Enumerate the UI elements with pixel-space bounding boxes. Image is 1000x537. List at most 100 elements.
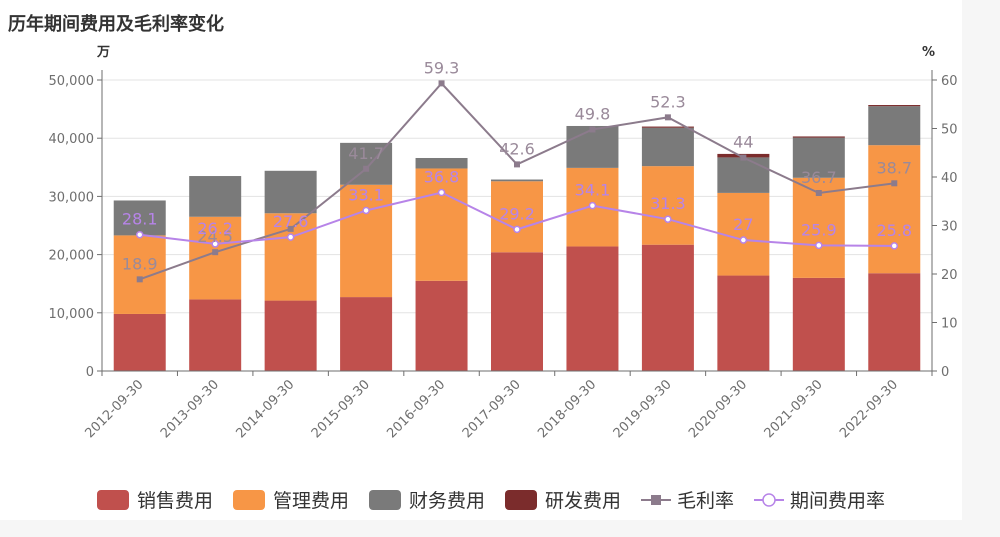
series-point xyxy=(588,201,597,210)
legend-label: 研发费用 xyxy=(545,490,621,512)
label-layer: 18.9 24.5 41.7 59.3 42.6 49.8 52.3 44 36.7 38.7 28… xyxy=(122,58,912,273)
data-label: 36.8 xyxy=(424,168,460,187)
bar-segment xyxy=(868,145,921,274)
bar-segment xyxy=(566,246,619,371)
series-point xyxy=(287,225,294,232)
data-label: 49.8 xyxy=(575,104,611,123)
bar-segment xyxy=(717,157,770,193)
x-axis-tick-label: 2016-09-30 xyxy=(384,377,448,441)
series-point xyxy=(890,242,899,250)
x-axis-tick-label: 2013-09-30 xyxy=(158,377,222,441)
bar-segment xyxy=(868,106,921,146)
series-point xyxy=(363,165,370,172)
series-point xyxy=(211,240,219,248)
bar-segment xyxy=(641,244,694,371)
data-label: 36.7 xyxy=(801,168,837,187)
right-axis-tick-label: 20 xyxy=(941,268,958,283)
series-point xyxy=(136,276,143,283)
data-label: 44 xyxy=(733,133,753,152)
left-axis-tick-label: 50,000 xyxy=(49,74,95,89)
series-point xyxy=(664,114,671,121)
right-unit-label: % xyxy=(922,45,935,60)
bar-segment xyxy=(491,252,543,371)
data-label: 42.6 xyxy=(499,139,535,158)
series-point xyxy=(513,225,521,234)
bar-segment xyxy=(340,297,393,371)
data-label: 25.9 xyxy=(801,220,837,239)
series-point xyxy=(514,161,520,168)
legend-swatch xyxy=(505,490,537,510)
bar-segment xyxy=(415,280,468,371)
x-axis-tick-label: 2014-09-30 xyxy=(233,377,297,441)
bar-segment xyxy=(641,166,694,245)
bar-segment xyxy=(717,275,770,371)
series-point xyxy=(589,126,596,133)
legend-swatch xyxy=(233,490,265,510)
left-axis-tick-label: 40,000 xyxy=(49,132,95,147)
data-label: 38.7 xyxy=(876,158,912,177)
legend-swatch xyxy=(369,490,401,510)
left-axis-tick-label: 0 xyxy=(86,365,94,380)
x-axis-tick-label: 2019-09-30 xyxy=(611,377,675,441)
data-label: 18.9 xyxy=(122,254,158,273)
legend-label: 管理费用 xyxy=(273,490,349,512)
bar-segment xyxy=(868,273,921,371)
line-layer xyxy=(135,80,899,283)
bar-segment xyxy=(792,137,845,178)
series-point xyxy=(815,190,822,197)
bar-segment xyxy=(641,127,694,167)
series-point xyxy=(739,236,748,244)
x-axis-tick-label: 2020-09-30 xyxy=(686,377,750,441)
bar-segment xyxy=(641,126,694,128)
series-point xyxy=(438,80,445,87)
data-label: 26.2 xyxy=(197,219,233,238)
bar-segment xyxy=(113,235,166,314)
x-axis-tick-label: 2017-09-30 xyxy=(460,377,524,441)
x-axis-tick-label: 2012-09-30 xyxy=(83,377,147,441)
bar-segment xyxy=(415,157,468,169)
right-axis-tick-label: 50 xyxy=(941,123,958,138)
bar-segment xyxy=(491,181,543,253)
x-axis-tick-label: 2018-09-30 xyxy=(535,377,599,441)
bar-segment xyxy=(792,136,845,138)
x-axis-tick-label: 2021-09-30 xyxy=(762,377,826,441)
series-point xyxy=(135,230,144,239)
bar-segment xyxy=(189,176,242,217)
data-label: 31.3 xyxy=(650,194,686,213)
legend-label: 销售费用 xyxy=(137,490,213,512)
series-point xyxy=(212,249,219,256)
data-label: 59.3 xyxy=(424,58,460,77)
bar-segment xyxy=(792,277,845,371)
legend-swatch xyxy=(97,490,129,510)
right-axis-tick-label: 10 xyxy=(941,317,958,332)
bar-segment xyxy=(264,300,317,371)
chart-title: 历年期间费用及毛利率变化 xyxy=(8,13,224,35)
right-axis-tick-label: 30 xyxy=(941,220,958,235)
series-point xyxy=(891,180,898,187)
left-axis-tick-label: 10,000 xyxy=(49,307,95,322)
bar-segment xyxy=(113,313,166,371)
bar-segment xyxy=(340,184,393,298)
series-point xyxy=(362,206,370,215)
data-label: 28.1 xyxy=(122,210,158,229)
right-axis-tick-label: 0 xyxy=(941,365,949,380)
x-axis-tick-label: 2015-09-30 xyxy=(309,377,373,441)
series-point xyxy=(664,215,672,223)
data-label: 27.6 xyxy=(273,212,309,231)
data-label: 27 xyxy=(733,215,753,234)
bar-segment xyxy=(868,105,921,107)
data-label: 41.7 xyxy=(348,144,384,163)
bar-segment xyxy=(189,299,242,371)
bar-segment xyxy=(415,168,468,281)
bar-segment xyxy=(491,179,543,182)
data-label: 25.8 xyxy=(876,221,912,240)
legend-marker xyxy=(651,495,661,505)
legend-label: 毛利率 xyxy=(677,490,734,512)
right-axis-tick-label: 60 xyxy=(941,74,958,89)
bar-segment xyxy=(264,170,317,214)
series-point xyxy=(286,233,295,241)
right-axis-tick-label: 40 xyxy=(941,171,958,186)
bar-segment xyxy=(113,200,166,236)
